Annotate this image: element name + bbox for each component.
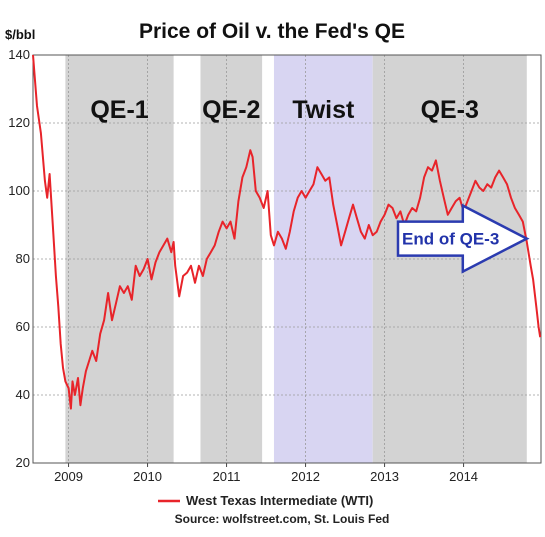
y-tick-label: 60 xyxy=(16,319,30,334)
x-tick-label: 2011 xyxy=(213,469,241,484)
legend: West Texas Intermediate (WTI) xyxy=(158,493,373,508)
band-label-twist: Twist xyxy=(292,96,355,124)
qe-band-labels: QE-1 QE-2 Twist QE-3 xyxy=(90,96,479,124)
band-label-qe-2: QE-2 xyxy=(202,96,260,124)
x-tick-label: 2009 xyxy=(54,469,83,484)
chart-title: Price of Oil v. the Fed's QE xyxy=(139,20,405,43)
band-qe-1 xyxy=(65,55,174,463)
source-note: Source: wolfstreet.com, St. Louis Fed xyxy=(175,512,390,526)
y-tick-label: 120 xyxy=(8,115,30,130)
plot-frame xyxy=(32,54,542,464)
callout-text: End of QE-3 xyxy=(402,230,499,249)
legend-label: West Texas Intermediate (WTI) xyxy=(186,493,373,508)
y-tick-label: 80 xyxy=(16,251,30,266)
y-tick-label: 20 xyxy=(16,455,30,470)
callout-arrow xyxy=(396,203,530,274)
y-axis-unit-label: $/bbl xyxy=(5,27,35,42)
band-label-qe-3: QE-3 xyxy=(421,96,479,124)
axes: 20 40 60 80 100 120 140 2009 2010 2011 2012 2013 201… xyxy=(8,47,542,484)
series-lines xyxy=(32,54,542,410)
x-tick-label: 2010 xyxy=(133,469,162,484)
end-of-qe3-callout: End of QE-3 xyxy=(396,203,530,274)
y-tick-label: 140 xyxy=(8,47,30,62)
grid-lines xyxy=(33,55,541,463)
x-tick-label: 2013 xyxy=(370,469,399,484)
x-tick-label: 2014 xyxy=(449,469,478,484)
band-label-qe-1: QE-1 xyxy=(90,96,148,124)
y-tick-label: 100 xyxy=(8,183,30,198)
series-line-wti xyxy=(32,54,542,410)
y-tick-label: 40 xyxy=(16,387,30,402)
x-tick-label: 2012 xyxy=(291,469,320,484)
